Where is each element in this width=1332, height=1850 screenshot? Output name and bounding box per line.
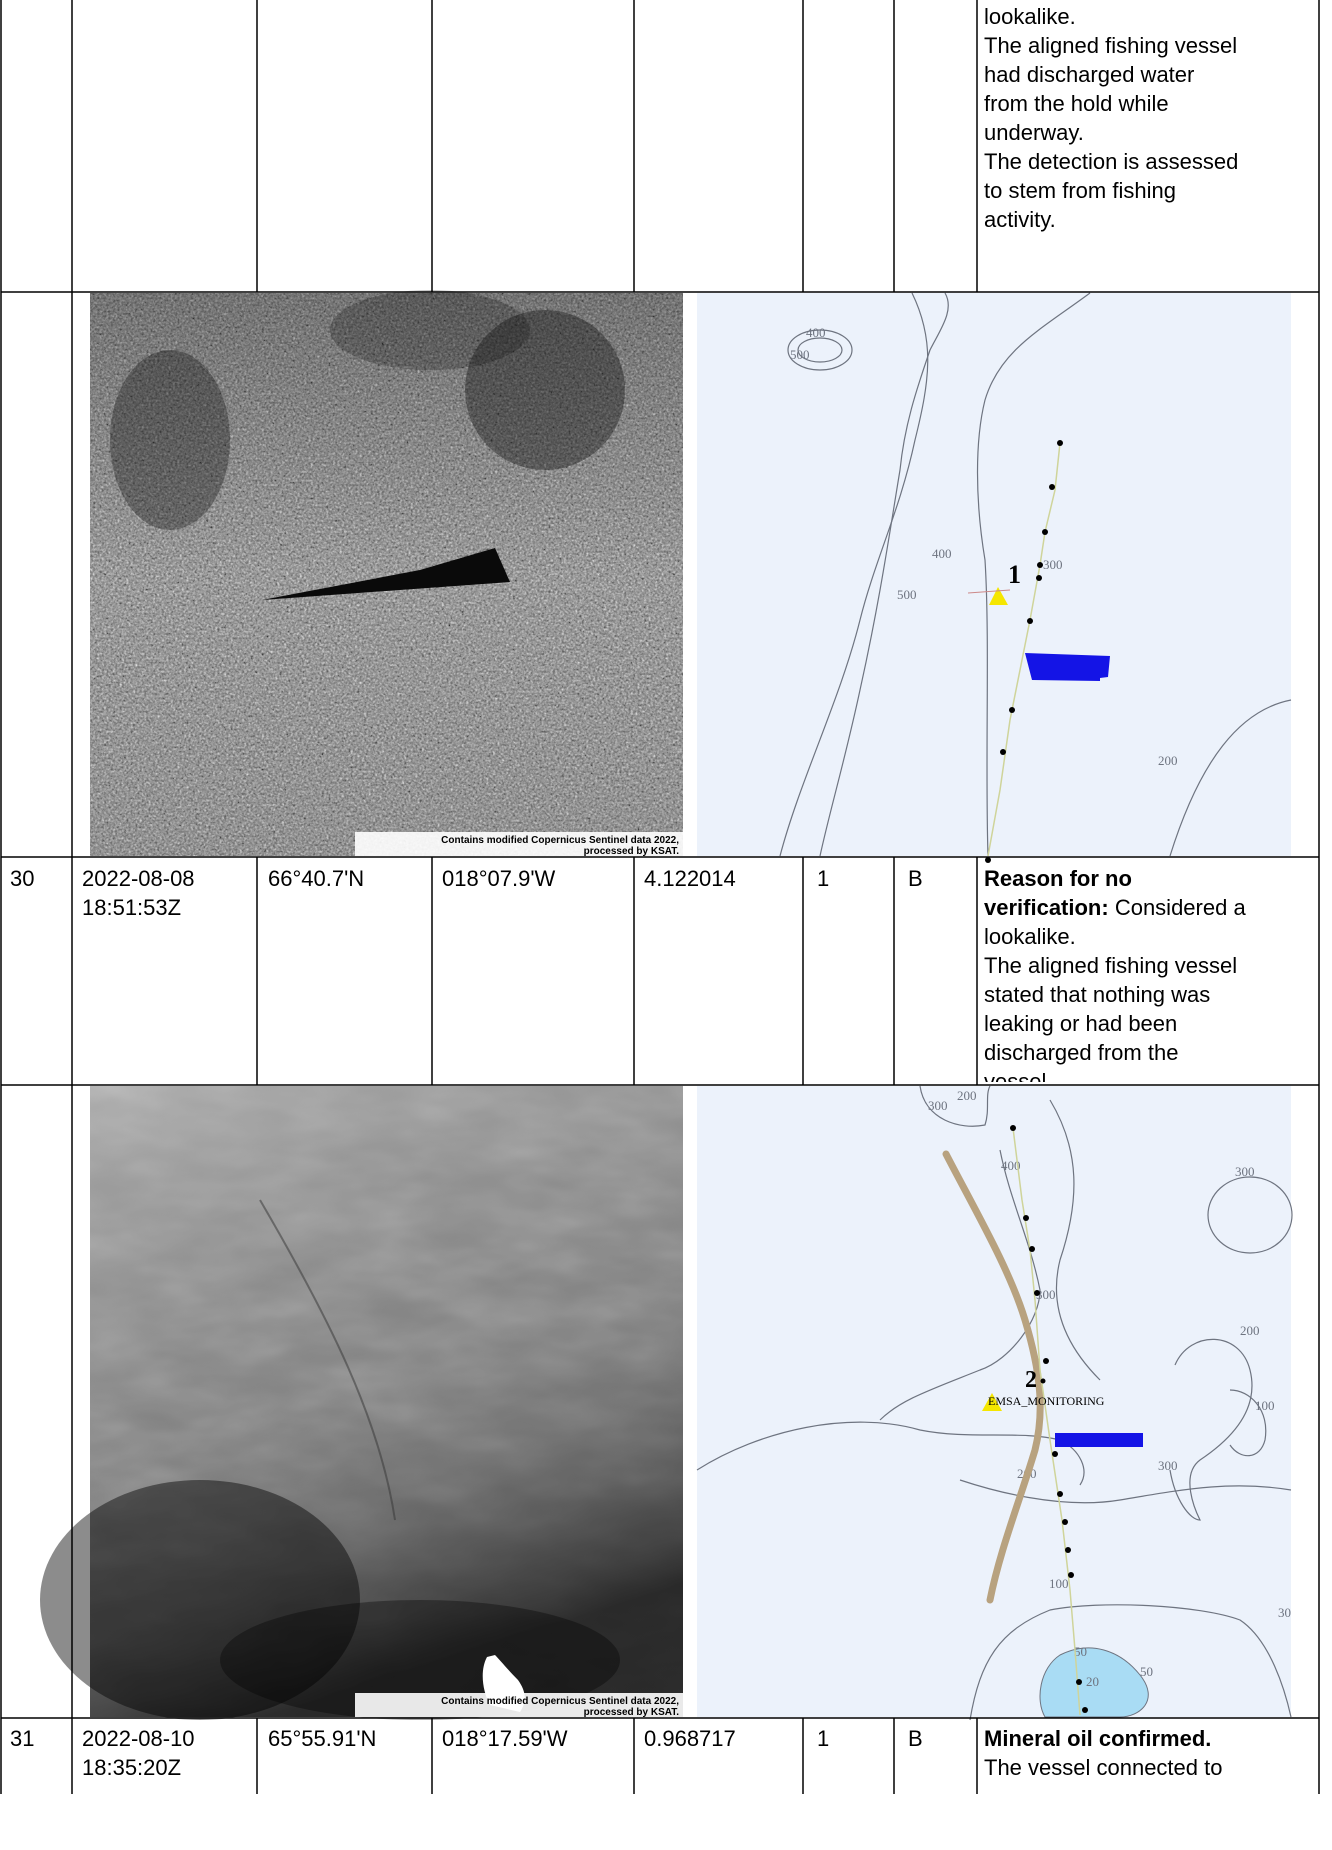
contour-label: 500 xyxy=(790,347,810,362)
vessel-track-map: 300 200 400 300 200 300 100 200 300 100 … xyxy=(696,1085,1293,1721)
sar-image: Contains modified Copernicus Sentinel da… xyxy=(40,1086,683,1720)
remarks-line: The aligned fishing vessel xyxy=(984,33,1238,58)
contour-label: 300 xyxy=(1036,1287,1056,1302)
contour-label: 300 xyxy=(1158,1458,1178,1473)
track-points xyxy=(1010,1125,1088,1713)
contour-labels: 400 500 400 500 300 200 xyxy=(790,325,1178,768)
contour-label: 400 xyxy=(806,325,826,340)
contour-label: 200 xyxy=(1240,1323,1260,1338)
track-points xyxy=(985,440,1063,863)
date: 2022-08-10 xyxy=(82,1726,195,1751)
slick-feature xyxy=(262,548,510,600)
contour-label: 200 xyxy=(1158,753,1178,768)
remarks-line: lookalike. xyxy=(984,4,1076,29)
contour-label: 100 xyxy=(1255,1398,1275,1413)
contour-label: 50 xyxy=(1140,1664,1153,1679)
table-row-30: 30 2022-08-08 18:51:53Z 66°40.7'N 018°07… xyxy=(10,864,1320,1082)
class: B xyxy=(908,866,923,891)
contour-label: 300 xyxy=(1043,557,1063,572)
row-number: 30 xyxy=(10,866,34,891)
drift-trail xyxy=(942,1150,1044,1604)
shallow-area xyxy=(1039,1647,1149,1718)
contour-label: 20 xyxy=(1086,1674,1099,1689)
monitoring-label: EMSA_MONITORING xyxy=(988,1394,1105,1408)
contour-label: 200 xyxy=(957,1088,977,1103)
remarks-cell: Reason for no verification: Considered a… xyxy=(984,864,1320,1082)
sar-credit-line2: processed by KSAT. xyxy=(584,1707,680,1718)
contour-label: 400 xyxy=(1001,1158,1021,1173)
contour-label: 400 xyxy=(932,546,952,561)
remarks-line: underway. xyxy=(984,120,1084,145)
area-value: 0.968717 xyxy=(644,1726,736,1751)
latitude: 65°55.91'N xyxy=(268,1726,376,1751)
sar-credit-line1: Contains modified Copernicus Sentinel da… xyxy=(441,835,679,846)
vessel-track xyxy=(1012,1127,1081,1716)
contour-label: 100 xyxy=(1049,1576,1069,1591)
oil-slick xyxy=(1055,1433,1143,1447)
date: 2022-08-08 xyxy=(82,866,195,891)
image-row-29: Contains modified Copernicus Sentinel da… xyxy=(90,290,1292,863)
contour-label: 300 xyxy=(1235,1164,1255,1179)
sar-image: Contains modified Copernicus Sentinel da… xyxy=(90,290,683,857)
contour-label: 300 xyxy=(928,1098,948,1113)
depth-contours xyxy=(779,292,1292,857)
vessel-track-map: 400 500 400 500 300 200 xyxy=(697,292,1292,863)
remarks-line: activity. xyxy=(984,207,1056,232)
remarks-line: stated that nothing was xyxy=(984,982,1211,1007)
remarks-line: vessel. xyxy=(984,1069,1053,1082)
vessel-marker xyxy=(989,587,1008,605)
table-grid xyxy=(0,0,1320,1794)
count: 1 xyxy=(817,866,829,891)
class: B xyxy=(908,1726,923,1751)
sar-credit-line1: Contains modified Copernicus Sentinel da… xyxy=(441,1696,679,1707)
oil-slick xyxy=(1025,653,1110,681)
remarks-line: from the hold while xyxy=(984,91,1169,116)
remarks-line: to stem from fishing xyxy=(984,178,1176,203)
remarks-line: lookalike. xyxy=(984,924,1076,949)
remarks-bold: Mineral oil confirmed. xyxy=(984,1726,1212,1751)
table-row-29-continued: lookalike. The aligned fishing vessel ha… xyxy=(984,2,1320,234)
area-value: 4.122014 xyxy=(644,866,736,891)
contour-label: 500 xyxy=(897,587,917,602)
remarks-line: discharged from the xyxy=(984,1040,1179,1065)
table-row-31: 31 2022-08-10 18:35:20Z 65°55.91'N 018°1… xyxy=(10,1724,1320,1782)
contour-label: 30 xyxy=(1278,1605,1291,1620)
depth-contours xyxy=(696,1085,1293,1721)
image-row-30: Contains modified Copernicus Sentinel da… xyxy=(40,1085,1293,1721)
count: 1 xyxy=(817,1726,829,1751)
longitude: 018°07.9'W xyxy=(442,866,556,891)
vessel-number: 2 xyxy=(1025,1367,1037,1393)
remarks-line: Considered a xyxy=(1114,895,1246,920)
remarks-bold: verification: xyxy=(984,895,1109,920)
remarks-cell: Mineral oil confirmed. The vessel connec… xyxy=(984,1724,1320,1782)
latitude: 66°40.7'N xyxy=(268,866,364,891)
remarks-line: The detection is assessed xyxy=(984,149,1239,174)
contour-label: 50 xyxy=(1074,1644,1087,1659)
vessel-marker xyxy=(982,1393,1002,1411)
time: 18:35:20Z xyxy=(82,1755,181,1780)
sar-credit-line2: processed by KSAT. xyxy=(584,846,680,857)
remarks-cell: lookalike. The aligned fishing vessel ha… xyxy=(984,2,1320,234)
longitude: 018°17.59'W xyxy=(442,1726,568,1751)
remarks-bold: Reason for no xyxy=(984,866,1132,891)
remarks-line: The aligned fishing vessel xyxy=(984,953,1238,978)
remarks-line: leaking or had been xyxy=(984,1011,1178,1036)
vessel-number: 1 xyxy=(1008,560,1021,589)
time: 18:51:53Z xyxy=(82,895,181,920)
remarks-line: The vessel connected to xyxy=(984,1755,1223,1780)
remarks-line: had discharged water xyxy=(984,62,1195,87)
row-number: 31 xyxy=(10,1726,34,1751)
